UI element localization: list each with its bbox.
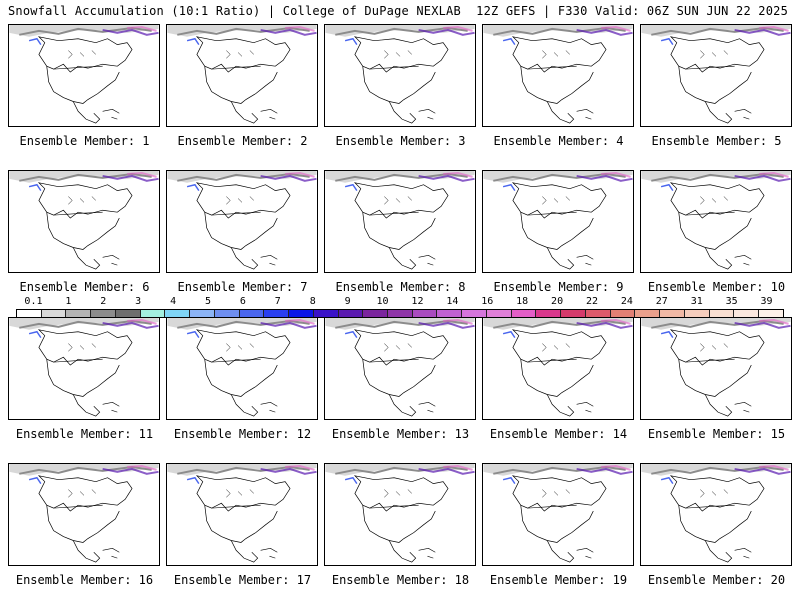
ensemble-member-map	[482, 317, 634, 420]
ensemble-member-map	[166, 24, 318, 127]
ensemble-member-map	[324, 463, 476, 566]
colorscale-swatch	[41, 310, 67, 317]
ensemble-member-label: Ensemble Member: 17	[173, 573, 312, 587]
ensemble-member-map	[640, 170, 792, 273]
ensemble-member-map	[482, 463, 634, 566]
colorscale-swatch	[486, 310, 512, 317]
ensemble-member-label: Ensemble Member: 12	[173, 427, 312, 441]
colorscale-bar	[16, 309, 784, 318]
colorscale-tick-label: 35	[725, 296, 738, 307]
ensemble-member-label: Ensemble Member: 3	[335, 134, 466, 148]
colorscale-swatch	[313, 310, 339, 317]
ensemble-member-map	[640, 317, 792, 420]
colorscale-tick-label: 4	[170, 296, 177, 307]
colorscale-tick-label: 24	[620, 296, 633, 307]
colorscale-tick-label: 9	[344, 296, 351, 307]
ensemble-member-label: Ensemble Member: 13	[331, 427, 470, 441]
colorscale-tick-label: 22	[585, 296, 599, 307]
ensemble-member-map	[166, 463, 318, 566]
ensemble-member-label: Ensemble Member: 15	[647, 427, 786, 441]
colorscale-swatch	[585, 310, 611, 317]
colorscale-swatch	[437, 310, 463, 317]
colorscale-swatch	[759, 310, 783, 317]
colorscale-swatch	[388, 310, 413, 317]
colorscale-swatch	[412, 310, 438, 317]
ensemble-member-label: Ensemble Member: 8	[335, 280, 466, 294]
colorscale-swatch	[511, 310, 537, 317]
colorscale-swatch	[536, 310, 562, 317]
model-run-info: 12Z GEFS | F330 Valid: 06Z SUN JUN 22 20…	[476, 4, 788, 18]
colorscale-tick-label: 18	[516, 296, 529, 307]
ensemble-member-map	[324, 317, 476, 420]
colorscale-tick-label: 20	[551, 296, 564, 307]
colorscale-swatch	[264, 310, 290, 317]
colorscale-swatch	[734, 310, 760, 317]
ensemble-member-label: Ensemble Member: 5	[651, 134, 782, 148]
ensemble-member-map	[8, 170, 160, 273]
ensemble-member-map	[640, 463, 792, 566]
colorscale-swatch	[635, 310, 661, 317]
colorscale-tick-label: 12	[411, 296, 424, 307]
colorscale-tick-label: 27	[655, 296, 668, 307]
colorscale-tick-label: 6	[239, 296, 246, 307]
colorscale-tick-label: 1	[65, 296, 72, 307]
ensemble-member-map	[8, 463, 160, 566]
colorscale-tick-label: 2	[100, 296, 107, 307]
ensemble-member-map	[482, 170, 634, 273]
colorscale-swatch	[561, 310, 586, 317]
colorscale-tick-label: 31	[690, 296, 703, 307]
ensemble-member-label: Ensemble Member: 6	[19, 280, 150, 294]
colorscale-swatch	[190, 310, 215, 317]
ensemble-member-label: Ensemble Member: 7	[177, 280, 308, 294]
colorscale-swatch	[338, 310, 364, 317]
colorscale-swatch	[462, 310, 487, 317]
ensemble-member-label: Ensemble Member: 18	[331, 573, 470, 587]
colorscale-swatch	[363, 310, 389, 317]
colorscale-tick-label: 10	[376, 296, 389, 307]
colorscale-swatch	[17, 310, 42, 317]
colorscale-swatch	[165, 310, 191, 317]
ensemble-member-map	[640, 24, 792, 127]
ensemble-member-map	[482, 24, 634, 127]
colorscale-swatch	[91, 310, 116, 317]
ensemble-member-label: Ensemble Member: 11	[15, 427, 154, 441]
colorscale-swatch	[214, 310, 240, 317]
ensemble-member-map	[166, 170, 318, 273]
colorscale-swatch	[140, 310, 166, 317]
ensemble-member-map	[8, 317, 160, 420]
ensemble-member-map	[324, 170, 476, 273]
colorscale-swatch	[239, 310, 265, 317]
colorscale-tick-label: 39	[760, 296, 773, 307]
colorscale-swatch	[610, 310, 636, 317]
colorscale-labels: 0.1 1 2 3 4 5 6 7 8 9 10 12 14 16 18 20 22 24 27 31 35 39	[16, 296, 784, 309]
ensemble-member-label: Ensemble Member: 19	[489, 573, 628, 587]
ensemble-member-label: Ensemble Member: 14	[489, 427, 628, 441]
colorscale-tick-label: 5	[204, 296, 212, 307]
colorscale-tick-label: 3	[135, 296, 142, 307]
colorscale-swatch	[289, 310, 314, 317]
colorscale-swatch	[115, 310, 141, 317]
ensemble-member-label: Ensemble Member: 10	[647, 280, 786, 294]
colorscale-tick-label: 14	[446, 296, 459, 307]
colorscale-tick-label: 0.1	[24, 296, 43, 307]
ensemble-member-map	[8, 24, 160, 127]
colorscale-swatch	[709, 310, 735, 317]
colorscale-swatch	[660, 310, 685, 317]
ensemble-member-label: Ensemble Member: 20	[647, 573, 786, 587]
ensemble-member-label: Ensemble Member: 4	[493, 134, 624, 148]
chart-title: Snowfall Accumulation (10:1 Ratio) | Col…	[8, 4, 461, 18]
ensemble-member-label: Ensemble Member: 9	[493, 280, 624, 294]
colorscale-tick-label: 8	[309, 296, 316, 307]
ensemble-member-label: Ensemble Member: 2	[177, 134, 308, 148]
colorscale-tick-label: 7	[274, 296, 281, 307]
colorscale-tick-label: 16	[481, 296, 494, 307]
ensemble-member-label: Ensemble Member: 16	[15, 573, 154, 587]
ensemble-member-map	[324, 24, 476, 127]
colorscale-swatch	[684, 310, 710, 317]
ensemble-member-map	[166, 317, 318, 420]
ensemble-member-label: Ensemble Member: 1	[19, 134, 150, 148]
colorscale-swatch	[66, 310, 92, 317]
